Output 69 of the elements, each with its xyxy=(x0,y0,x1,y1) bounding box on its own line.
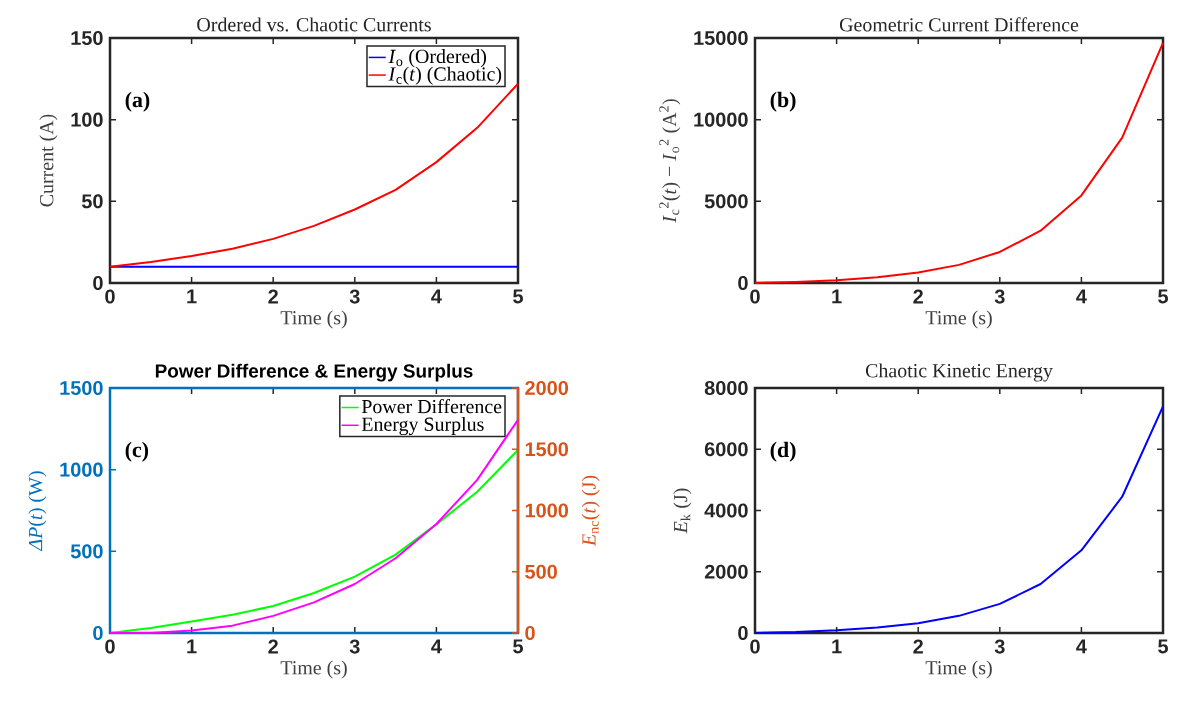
x-tick-label: 0 xyxy=(750,289,760,304)
x-axis-title: Time (s) xyxy=(280,660,347,679)
x-tick-label: 0 xyxy=(105,289,115,304)
y-tick-label: 0 xyxy=(93,275,103,291)
annotation: (a) xyxy=(125,91,150,112)
y-axis-title: E$_{k}$ (J) xyxy=(673,488,692,534)
x-tick-label: 2 xyxy=(268,289,278,304)
x-tick-label: 1 xyxy=(187,639,197,654)
x-tick-label: 5 xyxy=(513,289,523,304)
x-tick-label: 2 xyxy=(913,639,923,654)
chart-title: Power Difference & Energy Surplus xyxy=(155,363,473,382)
legend-label: Energy Surplus xyxy=(361,416,484,436)
y-tick-label: 6000 xyxy=(704,442,748,457)
x-tick-label: 0 xyxy=(105,639,115,654)
legend-label: I$_{c}$(t) (Chaotic) xyxy=(388,66,502,85)
chart-title: Ordered vs. Chaotic Currents xyxy=(197,17,431,32)
y-tick-label: 0 xyxy=(738,625,748,641)
x-tick-label: 2 xyxy=(913,289,923,304)
y-tick-label: 8000 xyxy=(704,380,748,396)
y-axis-title: Current (A) xyxy=(39,114,58,207)
y-tick-label: 0 xyxy=(93,625,103,641)
x-axis-title: Time (s) xyxy=(925,310,992,329)
y2-tick-label: 500 xyxy=(525,564,557,579)
y-tick-label: 1500 xyxy=(60,380,103,396)
y-tick-label: 1000 xyxy=(60,462,103,477)
annotation: (b) xyxy=(770,91,796,112)
y2-tick-label: 0 xyxy=(525,625,535,641)
x-tick-label: 4 xyxy=(431,639,442,654)
y-tick-label: 50 xyxy=(81,194,103,209)
x-tick-label: 2 xyxy=(268,639,278,654)
x-tick-label: 0 xyxy=(750,639,760,654)
x-tick-label: 5 xyxy=(513,639,523,654)
x-axis-title: Time (s) xyxy=(280,310,347,329)
y-tick-label: 100 xyxy=(71,112,103,127)
y2-tick-label: 1000 xyxy=(525,503,569,518)
y-tick-label: 500 xyxy=(70,544,103,559)
x-tick-label: 5 xyxy=(1158,639,1168,654)
annotation: (c) xyxy=(125,441,149,462)
y-tick-label: 150 xyxy=(71,30,103,46)
chart-title: Geometric Current Difference xyxy=(839,17,1079,32)
x-tick-label: 1 xyxy=(187,289,197,304)
y2-tick-label: 2000 xyxy=(525,380,569,396)
y2-axis-title: E$_{nc}$(t) (J) xyxy=(581,475,600,547)
y-tick-label: 15000 xyxy=(694,30,748,46)
x-tick-label: 3 xyxy=(994,289,1005,304)
y-tick-label: 2000 xyxy=(704,564,748,579)
x-tick-label: 3 xyxy=(349,289,360,304)
line-series xyxy=(754,405,1165,634)
y-tick-label: 5000 xyxy=(704,194,748,209)
y2-tick-label: 1500 xyxy=(525,442,569,457)
y-tick-label: 4000 xyxy=(704,503,748,518)
x-tick-label: 4 xyxy=(1076,639,1087,654)
x-tick-label: 4 xyxy=(1076,289,1087,304)
x-tick-label: 1 xyxy=(832,639,842,654)
x-axis-title: Time (s) xyxy=(925,660,992,679)
chart-title: Chaotic Kinetic Energy xyxy=(865,363,1053,382)
y-tick-label: 10000 xyxy=(694,112,748,127)
y-axis-title: ΔP(t) (W) xyxy=(28,471,47,552)
y-tick-label: 0 xyxy=(738,275,748,291)
legend-label: Power Difference xyxy=(361,399,502,414)
x-tick-label: 1 xyxy=(832,289,842,304)
text: I$_{c}$$^{2}$(t) − I$_{o}$$^{2}$ (A$^{2}$) xyxy=(659,99,681,223)
x-tick-label: 4 xyxy=(431,289,442,304)
x-tick-label: 5 xyxy=(1158,289,1168,304)
x-tick-label: 3 xyxy=(349,639,360,654)
line-series xyxy=(754,41,1165,284)
annotation: (d) xyxy=(770,441,796,462)
x-tick-label: 3 xyxy=(994,639,1005,654)
legend-label: I$_{o}$ (Ordered) xyxy=(388,49,487,68)
